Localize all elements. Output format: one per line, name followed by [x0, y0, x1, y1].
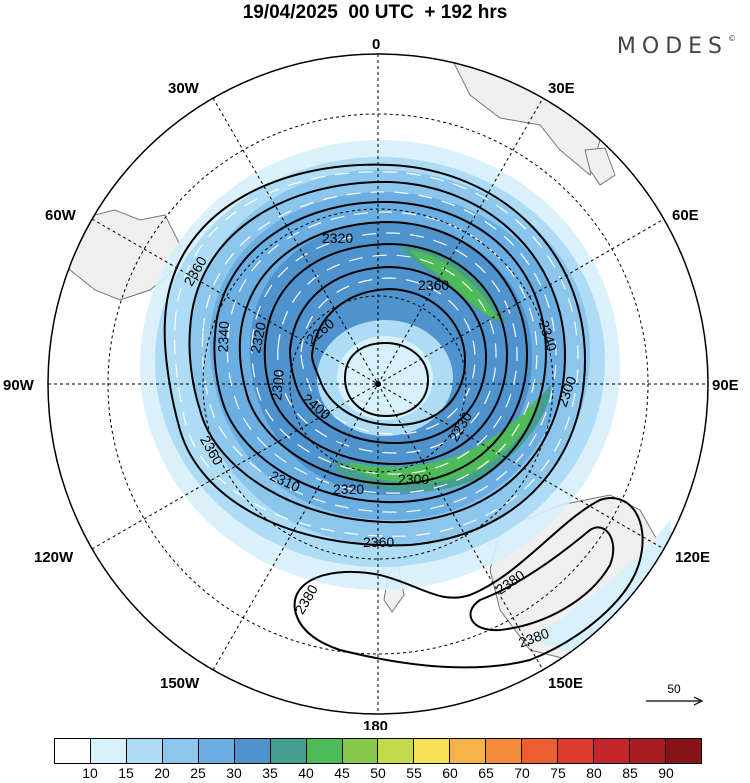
land-madagascar — [584, 147, 616, 186]
height-contours — [163, 163, 644, 669]
colorbar-swatch — [306, 739, 343, 763]
lon-label-30w: 30W — [168, 80, 200, 97]
copyright-mark: © — [728, 34, 736, 43]
contour-label: 2380 — [291, 582, 321, 617]
contour-label: 2300 — [398, 471, 429, 487]
contour-label: 2320 — [333, 481, 364, 497]
colorbar-tick-label: 55 — [406, 765, 422, 781]
colorbar-swatch — [665, 739, 701, 763]
colorbar-swatch — [342, 739, 379, 763]
colorbar-tick-label: 70 — [514, 765, 530, 781]
lon-label-60e: 60E — [672, 207, 699, 224]
wind-vectors — [173, 171, 579, 537]
colorbar-tick-label: 45 — [334, 765, 350, 781]
colorbar-swatch — [450, 739, 487, 763]
colorbar-swatch — [486, 739, 523, 763]
colorbar-tick-label: 50 — [370, 765, 386, 781]
lon-label-60w: 60W — [45, 207, 77, 224]
vector-ring-5 — [277, 254, 497, 454]
colorbar-tick-label: 30 — [226, 765, 242, 781]
brand-text: MODES — [616, 34, 728, 59]
colorbar-tick-label: 85 — [622, 765, 638, 781]
reference-vector: 50 — [644, 682, 704, 712]
contour-2380-inner — [469, 526, 615, 632]
colorbar-swatch — [378, 739, 415, 763]
map-contents — [59, 54, 673, 669]
vector-ring-1 — [173, 171, 579, 537]
lon-label-150w: 150W — [160, 675, 200, 692]
colorbar-tick-label: 40 — [298, 765, 314, 781]
contour-2300 — [263, 242, 509, 466]
contour-2380-south — [293, 497, 644, 669]
lon-label-0: 0 — [372, 36, 380, 53]
colorbar-swatch — [198, 739, 235, 763]
contour-2360-outer — [163, 163, 587, 547]
vector-ring-4 — [251, 232, 518, 475]
colorbar-swatch — [55, 739, 91, 763]
contour-label: 2320 — [322, 230, 353, 246]
colorbar-swatch — [414, 739, 451, 763]
shade-45-se — [350, 395, 540, 484]
colorbar-tick-label: 75 — [550, 765, 566, 781]
vector-ring-2 — [201, 191, 557, 513]
contour-label: 2340 — [215, 321, 232, 353]
colorbar-swatch — [270, 739, 307, 763]
contour-label: 2320 — [247, 320, 269, 354]
colorbar-tick-label: 80 — [586, 765, 602, 781]
colorbar-ticks: 10 15 20 25 30 35 40 45 50 55 60 65 70 75 80 85 90 — [54, 765, 702, 783]
colorbar — [54, 738, 702, 764]
contour-2260 — [310, 287, 467, 427]
south-pole-dot — [375, 381, 381, 387]
colorbar-swatch — [630, 739, 666, 763]
colorbar-swatch — [90, 739, 127, 763]
colorbar-swatch — [594, 739, 630, 763]
lon-label-90w: 90W — [3, 377, 35, 394]
lon-label-120e: 120E — [675, 549, 710, 566]
contour-2280 — [288, 265, 488, 445]
longitude-labels: 0 30W 30E 60W 60E 90W 90E 120W 120E 150W… — [3, 36, 739, 730]
lon-label-120w: 120W — [34, 549, 74, 566]
shade-indian-ocean-east — [530, 520, 673, 660]
colorbar-swatch — [522, 739, 559, 763]
chart-title: 19/04/2025 00 UTC + 192 hrs — [242, 2, 508, 23]
land-africa — [449, 54, 601, 176]
shade-inner-15 — [337, 336, 433, 420]
colorbar-tick-label: 25 — [190, 765, 206, 781]
lon-label-180: 180 — [363, 718, 388, 730]
lon-label-30e: 30E — [548, 80, 575, 97]
lon-label-150e: 150E — [548, 675, 583, 692]
colorbar-swatch — [558, 739, 595, 763]
map-boundary — [47, 53, 709, 715]
contour-2320 — [213, 200, 548, 504]
vector-ring-3 — [226, 211, 538, 494]
contour-2310 — [238, 220, 529, 486]
contour-2340 — [188, 180, 567, 524]
colorbar-tick-label: 60 — [442, 765, 458, 781]
lon-label-90e: 90E — [712, 377, 739, 394]
shade-45-ne — [410, 250, 498, 319]
contour-label: 2360 — [363, 534, 394, 550]
colorbar-tick-label: 65 — [478, 765, 494, 781]
contour-label: 2300 — [268, 368, 287, 401]
contour-label: 2360 — [418, 277, 449, 293]
brand-logo: MODES© — [617, 34, 736, 59]
colorbar-swatch — [126, 739, 163, 763]
colorbar-tick-label: 35 — [262, 765, 278, 781]
colorbar-tick-label: 90 — [658, 765, 674, 781]
colorbar-swatch — [162, 739, 199, 763]
vector-ring-6 — [300, 277, 476, 435]
polar-map: 2360 2320 2340 2340 2320 2260 2300 2400 … — [3, 36, 739, 730]
colorbar-swatch — [234, 739, 271, 763]
colorbar-tick-label: 10 — [82, 765, 98, 781]
colorbar-tick-label: 20 — [154, 765, 170, 781]
contour-2400-center — [343, 341, 430, 418]
reference-vector-label: 50 — [667, 682, 681, 696]
colorbar-tick-label: 15 — [118, 765, 134, 781]
reference-arrow-icon — [646, 696, 704, 706]
